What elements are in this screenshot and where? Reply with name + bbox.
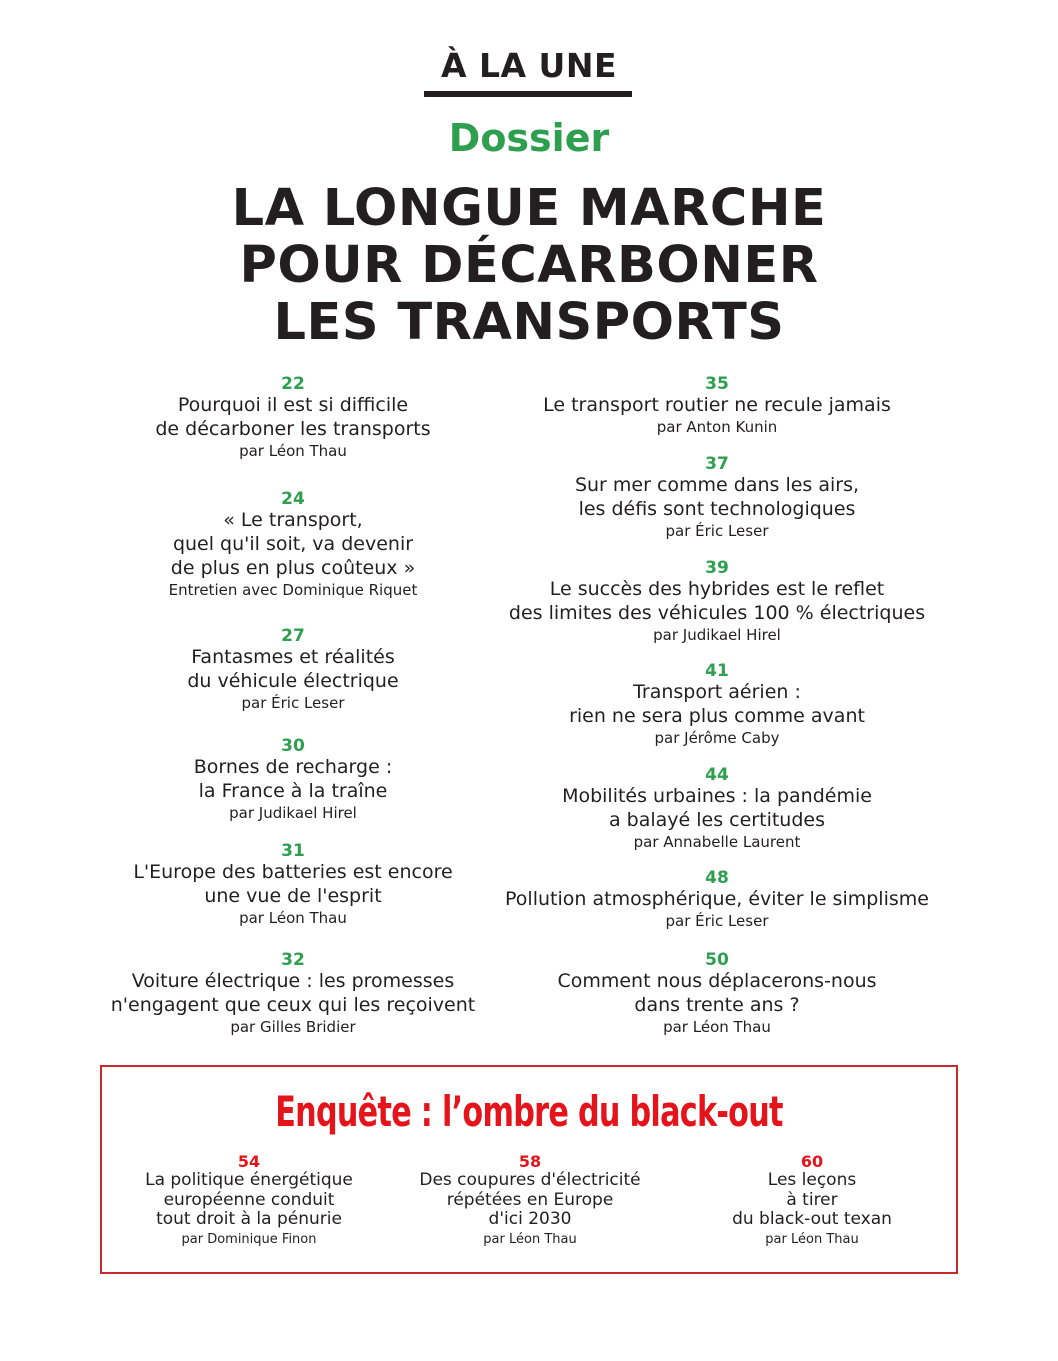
page-title: LA LONGUE MARCHE POUR DÉCARBONER LES TRA… <box>0 180 1058 351</box>
entry-title-line: n'engagent que ceux qui les reçoivent <box>110 994 476 1016</box>
entry-title-line: La politique énergétique <box>145 1170 353 1190</box>
entry-byline: par Léon Thau <box>239 909 347 927</box>
toc-entry[interactable]: 32 Voiture électrique : les promesses n'en… <box>73 951 513 1037</box>
entry-title-line: européenne conduit <box>163 1189 335 1210</box>
enquete-box: Enquête : l’ombre du black-out 54 La poli… <box>100 1065 958 1274</box>
entry-title-line: les défis sont technologiques <box>578 498 856 520</box>
entry-title-line: Comment nous déplacerons-nous <box>557 970 877 992</box>
entry-title-line: du black-out texan <box>732 1209 892 1229</box>
entry-title-line: Pollution atmosphérique, éviter le simpl… <box>505 888 929 910</box>
toc-entry[interactable]: 48 Pollution atmosphérique, éviter le sim… <box>497 869 937 931</box>
page-number: 32 <box>281 950 305 970</box>
entry-byline: par Léon Thau <box>239 442 347 460</box>
entry-title-line: d'ici 2030 <box>488 1209 572 1229</box>
entry-byline: par Jérôme Caby <box>654 729 780 747</box>
entry-title-line: « Le transport, <box>223 509 363 531</box>
page-number: 30 <box>281 736 305 756</box>
entry-title-line: Le transport routier ne recule jamais <box>543 394 891 416</box>
page-number: 54 <box>237 1152 261 1171</box>
page-number: 48 <box>705 868 729 888</box>
toc-entry[interactable]: 30 Bornes de recharge : la France à la tra… <box>73 737 513 823</box>
entry-byline: par Léon Thau <box>483 1231 577 1247</box>
entry-title-line: à tirer <box>786 1189 838 1210</box>
entry-byline: par Léon Thau <box>663 1018 771 1036</box>
entry-title-line: a balayé les certitudes <box>608 809 825 831</box>
entry-byline: par Éric Leser <box>665 522 769 540</box>
entry-title-line: Le succès des hybrides est le reflet <box>549 578 885 600</box>
entry-title-line: Sur mer comme dans les airs, <box>574 474 860 496</box>
headline-line: POUR DÉCARBONER <box>239 236 819 295</box>
toc-entry[interactable]: 37 Sur mer comme dans les airs, les défis … <box>497 455 937 541</box>
entry-title-line: Les leçons <box>767 1170 857 1190</box>
page-number: 58 <box>518 1152 542 1171</box>
page-number: 24 <box>281 489 305 509</box>
entry-title-line: répétées en Europe <box>446 1189 614 1210</box>
entry-title-line: de plus en plus coûteux » <box>170 557 416 579</box>
entry-title-line: du véhicule électrique <box>187 670 399 692</box>
entry-byline: Entretien avec Dominique Riquet <box>168 581 418 599</box>
entry-title-line: des limites des véhicules 100 % électriq… <box>508 602 926 624</box>
toc-entry[interactable]: 60 Les leçons à tirer du black-out texan par… <box>672 1153 952 1250</box>
page-number: 39 <box>705 558 729 578</box>
page-number: 35 <box>705 374 729 394</box>
entry-byline: par Léon Thau <box>765 1231 859 1247</box>
entry-title-line: dans trente ans ? <box>634 994 800 1016</box>
toc-entry[interactable]: 31 L'Europe des batteries est encore une v… <box>73 842 513 928</box>
toc-entry[interactable]: 22 Pourquoi il est si difficile de décarbo… <box>73 375 513 461</box>
toc-entry[interactable]: 54 La politique énergétique européenne con… <box>109 1153 389 1250</box>
entry-title-line: L'Europe des batteries est encore <box>133 861 453 883</box>
entry-byline: par Anton Kunin <box>656 418 778 436</box>
entry-title-line: Voiture électrique : les promesses <box>131 970 455 992</box>
toc-entry[interactable]: 35 Le transport routier ne recule jamais p… <box>497 375 937 437</box>
entry-title-line: Bornes de recharge : <box>193 756 393 778</box>
rubric-underline <box>424 91 632 97</box>
entry-title-line: Transport aérien : <box>633 681 801 703</box>
page-number: 60 <box>800 1152 824 1171</box>
entry-byline: par Judikael Hirel <box>653 626 781 644</box>
section-label: Dossier <box>448 116 610 160</box>
entry-byline: par Éric Leser <box>665 912 769 930</box>
entry-byline: par Judikael Hirel <box>229 804 357 822</box>
page-number: 44 <box>705 765 729 785</box>
toc-entry[interactable]: 50 Comment nous déplacerons-nous dans tren… <box>497 951 937 1037</box>
rubric-label: À LA UNE <box>440 46 618 85</box>
page-number: 22 <box>281 374 305 394</box>
entry-title-line: une vue de l'esprit <box>204 885 382 907</box>
toc-entry[interactable]: 24 « Le transport, quel qu'il soit, va dev… <box>73 490 513 600</box>
toc-entry[interactable]: 58 Des coupures d'électricité répétées en … <box>390 1153 670 1250</box>
enquete-title: Enquête : l’ombre du black-out <box>275 1087 783 1136</box>
toc-entry[interactable]: 27 Fantasmes et réalités du véhicule élect… <box>73 627 513 713</box>
entry-byline: par Annabelle Laurent <box>633 833 801 851</box>
entry-title-line: Pourquoi il est si difficile <box>177 394 409 416</box>
toc-entry[interactable]: 39 Le succès des hybrides est le reflet de… <box>497 559 937 645</box>
toc-entry[interactable]: 44 Mobilités urbaines : la pandémie a bala… <box>497 766 937 852</box>
entry-title-line: tout droit à la pénurie <box>156 1209 342 1229</box>
entry-title-line: la France à la traîne <box>198 780 388 802</box>
entry-title-line: Des coupures d'électricité <box>419 1170 641 1190</box>
page-number: 37 <box>705 454 729 474</box>
headline-line: LES TRANSPORTS <box>273 293 785 352</box>
page-number: 50 <box>705 950 729 970</box>
entry-title-line: de décarboner les transports <box>155 418 431 440</box>
entry-title-line: quel qu'il soit, va devenir <box>172 533 414 555</box>
page-number: 27 <box>281 626 305 646</box>
entry-byline: par Éric Leser <box>241 694 345 712</box>
toc-entry[interactable]: 41 Transport aérien : rien ne sera plus co… <box>497 662 937 748</box>
entry-title-line: Mobilités urbaines : la pandémie <box>562 785 872 807</box>
entry-byline: par Gilles Bridier <box>230 1018 356 1036</box>
page-number: 31 <box>281 841 305 861</box>
entry-title-line: Fantasmes et réalités <box>191 646 395 668</box>
page-number: 41 <box>705 661 729 681</box>
headline-line: LA LONGUE MARCHE <box>231 179 827 238</box>
entry-byline: par Dominique Finon <box>181 1231 317 1247</box>
entry-title-line: rien ne sera plus comme avant <box>569 705 865 727</box>
